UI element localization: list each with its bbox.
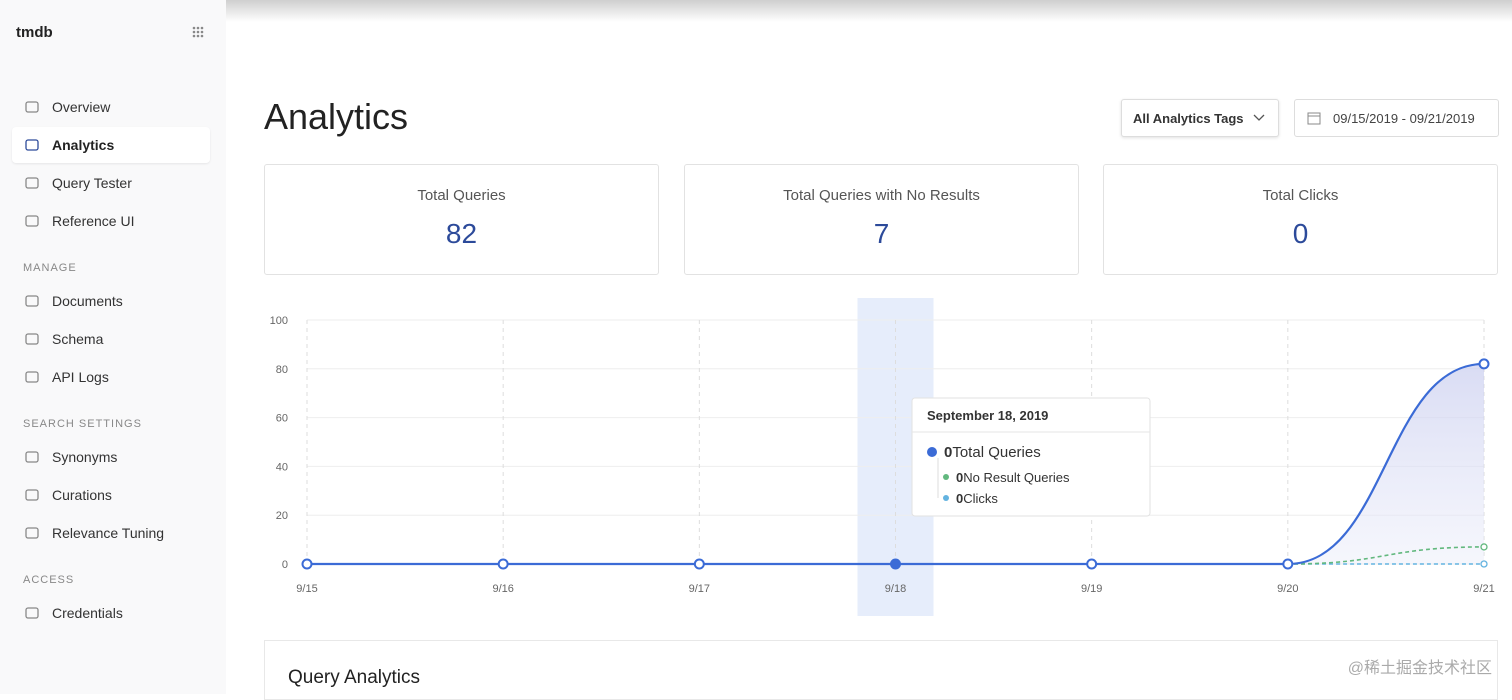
nav-label: Credentials [52, 605, 123, 621]
stat-value: 0 [1292, 218, 1309, 249]
nav-heading: ACCESS [23, 574, 75, 586]
tags-dropdown[interactable]: All Analytics Tags [1121, 99, 1279, 137]
nav-icon [25, 489, 39, 501]
chart: 0 20 40 60 80 100 9/15 9/16 9/17 9/18 9/19 9/20 9/21… [270, 298, 1495, 616]
stat-label: Total Queries [417, 187, 506, 204]
nav-icon [25, 607, 39, 619]
point [1282, 558, 1294, 570]
tags-label: All Analytics Tags [1133, 110, 1244, 126]
y-tick-label: 40 [276, 461, 288, 473]
x-tick-label: 9/17 [689, 583, 710, 595]
nav-item[interactable]: Credentials [12, 595, 210, 631]
nav-item[interactable]: Schema [12, 321, 210, 357]
y-tick-label: 100 [270, 315, 288, 327]
nav-label: Schema [52, 331, 104, 347]
nav-label: Analytics [52, 137, 115, 153]
x-tick-label: 9/19 [1081, 583, 1102, 595]
nav-label: Reference UI [52, 213, 135, 229]
sidebar: tmdb Overview Analytics Query Tester Refere… [0, 0, 226, 694]
stat-label: Total Queries with No Results [783, 187, 980, 204]
nav-label: Relevance Tuning [52, 525, 165, 541]
point [890, 558, 901, 570]
nav-icon [25, 333, 39, 345]
chevron [1253, 114, 1265, 121]
date-picker[interactable]: 09/15/2019 - 09/21/2019 [1294, 99, 1499, 137]
date-range: 09/15/2019 - 09/21/2019 [1333, 110, 1475, 126]
nav-icon [25, 139, 39, 151]
stat-label: Total Clicks [1262, 187, 1339, 204]
nav-heading: MANAGE [23, 262, 77, 274]
tooltip-row: 0Total Queries [944, 444, 1041, 461]
nav-item[interactable]: API Logs [12, 359, 210, 395]
apps-icon[interactable] [192, 26, 204, 38]
y-tick-label: 80 [276, 364, 288, 376]
nav-item[interactable]: Overview [12, 89, 210, 125]
point [497, 558, 509, 570]
tooltip-row: 0Clicks [956, 491, 998, 506]
tooltip-value: 0 [944, 444, 952, 461]
nav-icon [25, 177, 39, 189]
nav-label: Query Tester [52, 175, 132, 191]
nav-label: API Logs [52, 369, 109, 385]
tooltip-value: 0 [956, 470, 963, 485]
nav-label: Documents [52, 293, 123, 309]
point [1480, 543, 1488, 551]
nav-item[interactable]: Curations [12, 477, 210, 513]
stat-card: Total Clicks 0 [1103, 164, 1498, 275]
x-tick-label: 9/21 [1473, 583, 1494, 595]
area [307, 363, 1484, 564]
tooltip-box [911, 397, 1151, 517]
point [1478, 358, 1490, 370]
nav-item[interactable]: Analytics [12, 127, 210, 163]
nav-item[interactable]: Documents [12, 283, 210, 319]
stat-card: Total Queries 82 [264, 164, 659, 275]
top-bar [0, 0, 1512, 22]
tooltip-series-name: Total Queries [952, 444, 1040, 461]
x-tick-label: 9/20 [1277, 583, 1298, 595]
watermark: @稀土掘金技术社区 [1347, 660, 1492, 677]
nav-item[interactable]: Relevance Tuning [12, 515, 210, 551]
calendar-icon [1307, 112, 1321, 125]
tooltip-swatch [943, 474, 949, 480]
nav-label: Curations [52, 487, 112, 503]
point [693, 558, 705, 570]
stat-value: 7 [873, 218, 890, 249]
stat-card: Total Queries with No Results 7 [684, 164, 1079, 275]
tooltip-series-name: No Result Queries [963, 470, 1070, 485]
point [1480, 560, 1488, 568]
y-tick-label: 60 [276, 413, 288, 425]
brand: tmdb [16, 24, 53, 41]
tooltip-series-name: Clicks [963, 491, 998, 506]
nav-item[interactable]: Synonyms [12, 439, 210, 475]
tooltip-swatch [943, 495, 949, 501]
point [301, 558, 313, 570]
stat-value: 82 [445, 218, 478, 249]
nav-item[interactable]: Reference UI [12, 203, 210, 239]
nav-icon [25, 527, 39, 539]
x-tick-label: 9/18 [885, 583, 906, 595]
tooltip-value: 0 [956, 491, 963, 506]
x-tick-label: 9/15 [296, 583, 317, 595]
nav-icon [25, 295, 39, 307]
nav-icon [25, 215, 39, 227]
tooltip-title: September 18, 2019 [927, 408, 1048, 423]
query-analytics-panel: Query Analytics [264, 640, 1498, 700]
section-title: Query Analytics [288, 667, 420, 688]
nav-icon [25, 101, 39, 113]
nav-heading: SEARCH SETTINGS [23, 418, 142, 430]
tooltip-swatch [927, 447, 937, 457]
tooltip-row: 0No Result Queries [956, 470, 1070, 485]
y-tick-label: 20 [276, 510, 288, 522]
x-tick-label: 9/16 [492, 583, 513, 595]
nav-label: Synonyms [52, 449, 118, 465]
page-title: Analytics [264, 96, 409, 137]
nav-label: Overview [52, 99, 111, 115]
nav-icon [25, 371, 39, 383]
nav-item[interactable]: Query Tester [12, 165, 210, 201]
y-tick-label: 0 [282, 559, 288, 571]
point [1086, 558, 1098, 570]
nav-icon [25, 451, 39, 463]
